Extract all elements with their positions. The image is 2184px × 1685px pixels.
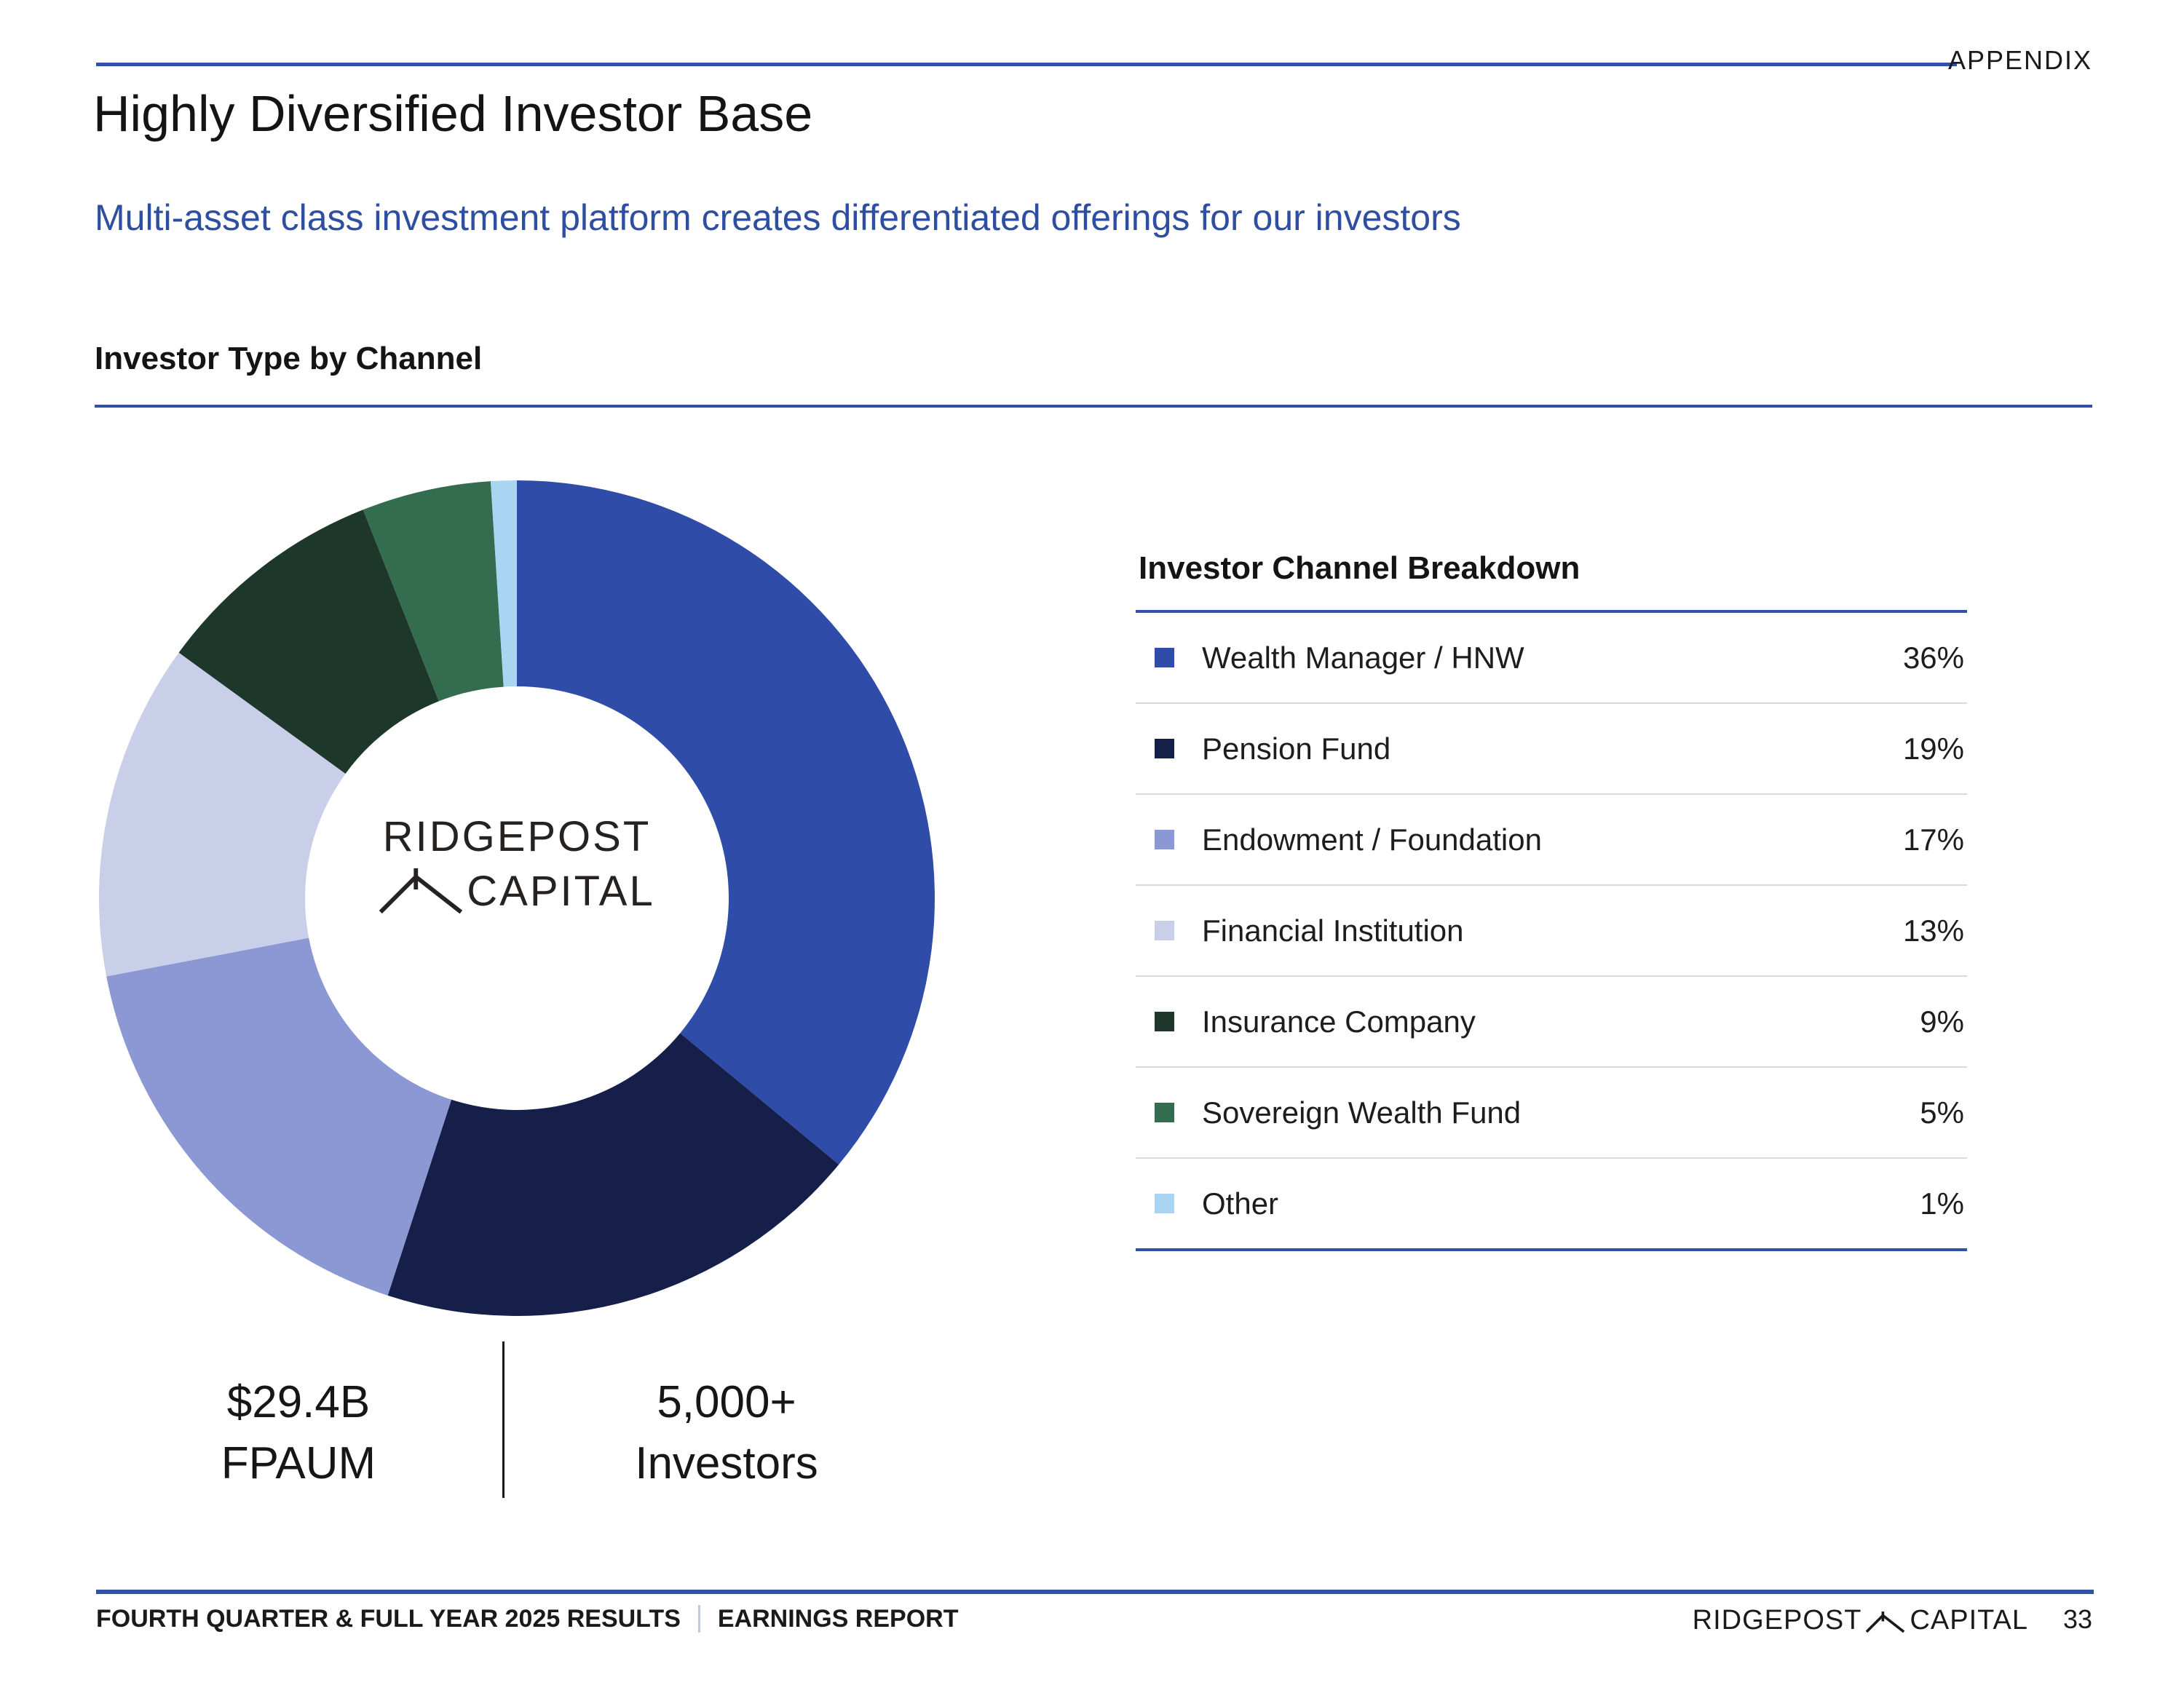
legend-swatch	[1155, 1012, 1174, 1031]
legend-panel: Investor Channel Breakdown Wealth Manage…	[1136, 550, 1967, 1251]
donut-slice-7	[490, 480, 517, 687]
appendix-label: APPENDIX	[1947, 45, 2092, 75]
legend-value: 36%	[1902, 640, 1964, 675]
legend-title: Investor Channel Breakdown	[1139, 550, 1580, 586]
footer-rule	[96, 1590, 2094, 1594]
donut-slice-6	[363, 481, 504, 702]
center-logo-line1: RIDGEPOST	[382, 813, 652, 860]
legend-swatch	[1155, 739, 1174, 758]
footer-left: FOURTH QUARTER & FULL YEAR 2025 RESULTS …	[96, 1601, 958, 1636]
legend-value: 1%	[1920, 1186, 1964, 1221]
legend-label: Financial Institution	[1202, 913, 1464, 948]
legend-swatch	[1155, 1103, 1174, 1122]
donut-slice-3	[106, 937, 452, 1296]
legend-swatch	[1155, 830, 1174, 849]
donut-slice-2	[387, 1033, 839, 1316]
legend-value: 17%	[1902, 822, 1964, 857]
footer-report-type: EARNINGS REPORT	[717, 1604, 959, 1633]
logo-mountain-icon	[379, 868, 463, 913]
legend-swatch	[1155, 1194, 1174, 1213]
legend-row: Other 1%	[1136, 1157, 1967, 1248]
legend-swatch	[1155, 648, 1174, 667]
legend-value: 13%	[1902, 913, 1964, 948]
legend-label: Pension Fund	[1202, 731, 1391, 766]
donut-chart	[99, 480, 935, 1316]
legend-label: Wealth Manager / HNW	[1202, 640, 1524, 675]
footer-brand-right: CAPITAL	[1910, 1605, 2028, 1636]
footer-brand-left: RIDGEPOST	[1692, 1605, 1862, 1636]
legend-row: Insurance Company 9%	[1136, 975, 1967, 1066]
legend-swatch	[1155, 921, 1174, 940]
stats-strip: $29.4B FPAUM 5,000+ Investors	[96, 1341, 948, 1498]
stat-investors: 5,000+ Investors	[505, 1372, 948, 1494]
footer-mountain-icon	[1866, 1611, 1905, 1633]
legend-value: 5%	[1920, 1095, 1964, 1130]
legend-row: Pension Fund 19%	[1136, 702, 1967, 793]
donut-slice-4	[99, 652, 346, 977]
donut-slice-5	[178, 510, 439, 774]
stat-label: FPAUM	[221, 1438, 376, 1488]
legend-label: Insurance Company	[1202, 1004, 1476, 1039]
legend-row: Sovereign Wealth Fund 5%	[1136, 1066, 1967, 1157]
legend-value: 19%	[1902, 731, 1964, 766]
donut-slice-1	[517, 480, 935, 1165]
legend-label: Sovereign Wealth Fund	[1202, 1095, 1522, 1130]
footer-report-title: FOURTH QUARTER & FULL YEAR 2025 RESULTS	[96, 1604, 681, 1633]
page-title: Highly Diversified Investor Base	[93, 85, 813, 142]
section-heading: Investor Type by Channel	[95, 341, 483, 376]
footer-brand: RIDGEPOST CAPITAL	[1693, 1601, 2028, 1636]
page-subtitle: Multi-asset class investment platform cr…	[95, 197, 1461, 238]
legend-row: Endowment / Foundation 17%	[1136, 793, 1967, 884]
legend-label: Endowment / Foundation	[1202, 822, 1542, 857]
legend-row: Financial Institution 13%	[1136, 884, 1967, 975]
legend-table: Wealth Manager / HNW 36% Pension Fund 19% En…	[1136, 610, 1967, 1251]
legend-label: Other	[1202, 1186, 1279, 1221]
footer-divider	[697, 1605, 700, 1633]
stat-label: Investors	[635, 1438, 818, 1488]
top-rule	[96, 63, 1957, 66]
center-logo: RIDGEPOST CAPITAL	[328, 812, 706, 916]
center-logo-line2: CAPITAL	[328, 867, 706, 916]
stat-value: 5,000+	[657, 1377, 796, 1427]
center-logo-word: CAPITAL	[467, 868, 655, 915]
section-rule	[95, 405, 2092, 408]
legend-value: 9%	[1920, 1004, 1964, 1039]
stats-divider	[502, 1341, 505, 1498]
stat-fpaum: $29.4B FPAUM	[96, 1372, 501, 1494]
legend-row: Wealth Manager / HNW 36%	[1136, 613, 1967, 702]
footer-page-number: 33	[2062, 1604, 2092, 1634]
stat-value: $29.4B	[226, 1377, 371, 1427]
